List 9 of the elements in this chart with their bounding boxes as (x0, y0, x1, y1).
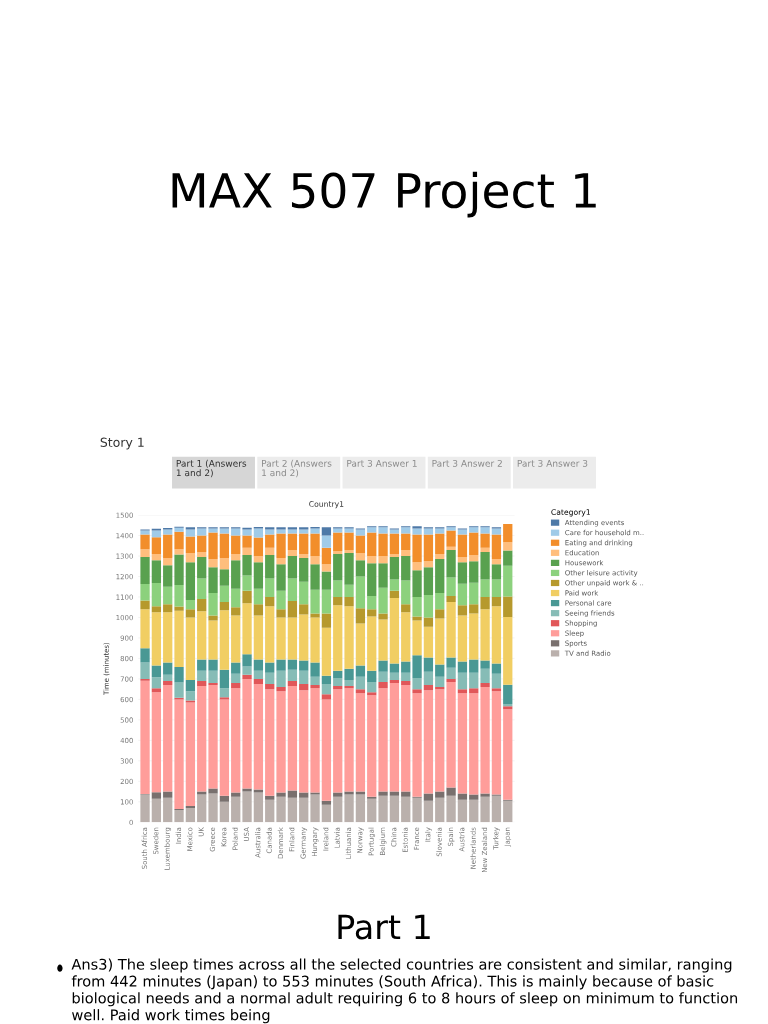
text: Part 3 Answer 1 (347, 459, 417, 467)
text: Part 3 Answer 2 (432, 459, 502, 467)
text: Part 1 (338, 914, 430, 940)
text: Story 1 (100, 437, 144, 450)
text: MAX 507 Project 1 (172, 171, 596, 218)
text: Part 1 (Answers 1 and 2) (176, 459, 247, 478)
text: Part 2 (Answers 1 and 2) (262, 459, 332, 478)
text: Part 3 Answer 3 (517, 459, 588, 467)
text: Ans3) The sleep times across all the selected countries are consistent and similar, ranging from 442 minutes (Japan) to 553 minutes (South Africa). This is mainly because of basic biological needs and a normal adult requiring 6 to 8 hours of sleep on minimum to function well. Paid work times being (71, 958, 738, 1024)
